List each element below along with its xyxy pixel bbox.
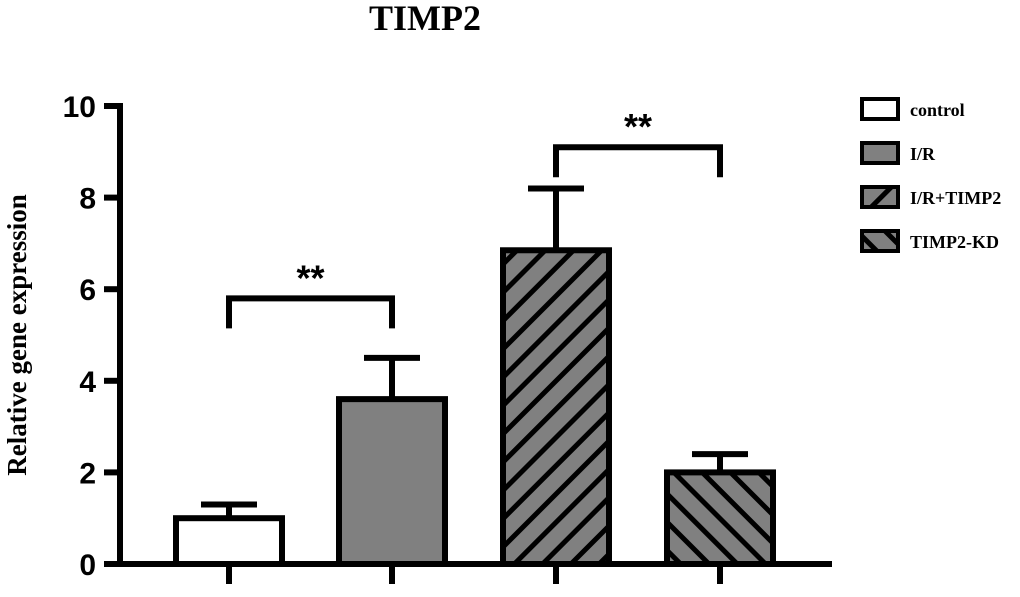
legend-label: I/R bbox=[910, 144, 936, 164]
sig-bracket bbox=[226, 295, 395, 329]
chart-title: TIMP2 bbox=[369, 0, 481, 38]
bar-1 bbox=[336, 396, 448, 567]
y-tick-label: 2 bbox=[79, 457, 96, 490]
y-tick-label: 6 bbox=[79, 274, 96, 307]
legend: control I/R I/R+TIMP2 TIMP2-KD bbox=[860, 97, 1001, 253]
bars bbox=[173, 185, 776, 568]
significance-brackets: ** ** bbox=[226, 106, 723, 329]
legend-swatch bbox=[860, 141, 900, 165]
bar-0 bbox=[173, 515, 285, 568]
sig-bracket bbox=[553, 144, 723, 178]
legend-swatch bbox=[860, 185, 900, 209]
legend-swatch bbox=[860, 97, 900, 121]
legend-label: I/R+TIMP2 bbox=[910, 188, 1001, 208]
y-tick-label: 10 bbox=[63, 91, 96, 124]
y-tick-label: 0 bbox=[79, 549, 96, 582]
y-tick-label: 4 bbox=[79, 366, 96, 399]
y-tick-label: 8 bbox=[79, 183, 96, 216]
legend-label: TIMP2-KD bbox=[910, 232, 999, 252]
bar-3 bbox=[664, 469, 776, 567]
y-axis-label: Relative gene expression bbox=[2, 194, 32, 475]
sig-label: ** bbox=[296, 257, 324, 298]
sig-label: ** bbox=[624, 106, 652, 147]
legend-swatch bbox=[860, 229, 900, 253]
bar-2 bbox=[500, 247, 612, 568]
legend-label: control bbox=[910, 100, 965, 120]
